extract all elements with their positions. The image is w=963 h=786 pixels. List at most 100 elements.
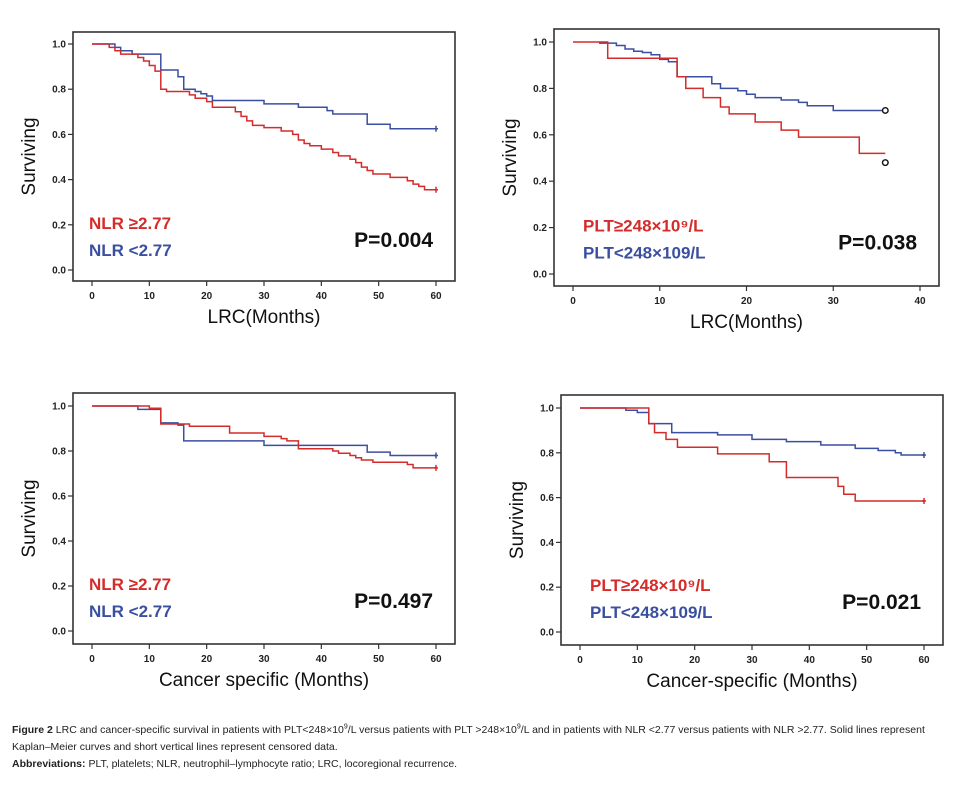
p-value-label: P=0.497 (354, 590, 433, 613)
km-chart-lrc-nlr: 0.0 0.2 0.4 0.6 0.8 1.0 0 10 20 30 40 50 60 LRC(Month… (19, 31, 456, 328)
y-tick-label: 0.2 (533, 223, 547, 234)
x-axis-title: Cancer-specific (Months) (646, 671, 857, 692)
y-tick-label: 0.2 (52, 220, 66, 231)
x-axis-title: LRC(Months) (690, 312, 803, 333)
km-panel-cs-nlr: 0.0 0.2 0.4 0.6 0.8 1.0 0 10 20 30 40 50 60 Cancer sp… (0, 0, 480, 705)
x-tick-label: 50 (373, 654, 385, 665)
y-tick-label: 0.0 (52, 627, 66, 638)
legend-entry: NLR ≥2.77 (89, 575, 171, 594)
y-tick-label: 0.6 (52, 130, 66, 141)
km-panel-lrc-nlr: 0.0 0.2 0.4 0.6 0.8 1.0 0 10 20 30 40 50 60 LRC(Month… (0, 0, 480, 345)
x-tick-label: 20 (741, 296, 753, 307)
y-tick-label: 0.0 (52, 266, 66, 277)
censor-circle (881, 106, 889, 114)
km-chart-cs-plt: 0.0 0.2 0.4 0.6 0.8 1.0 0 10 20 30 40 50 60 Cancer-sp… (507, 394, 944, 692)
y-tick-label: 0.8 (52, 85, 66, 96)
km-curve-blue (580, 407, 924, 456)
x-tick-label: 10 (144, 291, 156, 302)
x-tick-label: 10 (654, 296, 666, 307)
x-tick-label: 30 (828, 296, 840, 307)
caption-abbrev-label: Abbreviations: (12, 758, 86, 770)
x-tick-label: 0 (570, 296, 576, 307)
x-tick-label: 20 (689, 655, 701, 666)
y-tick-label: 0.8 (540, 448, 554, 459)
y-tick-label: 0.0 (540, 628, 554, 639)
km-curve-blue (92, 405, 436, 457)
p-value-label: P=0.021 (842, 591, 921, 614)
x-tick-label: 0 (89, 654, 95, 665)
x-tick-label: 60 (430, 654, 442, 665)
y-axis-title: Surviving (19, 479, 40, 557)
y-tick-label: 0.4 (540, 538, 554, 549)
y-axis-title: Surviving (19, 117, 40, 195)
y-tick-label: 0.0 (533, 270, 547, 281)
x-tick-label: 0 (89, 291, 95, 302)
y-tick-label: 0.4 (533, 177, 547, 188)
legend-entry: PLT<248×109/L (583, 244, 706, 263)
x-tick-label: 30 (258, 291, 270, 302)
y-tick-label: 0.8 (533, 84, 547, 95)
y-tick-label: 0.6 (52, 492, 66, 503)
caption-text-a: LRC and cancer-specific survival in pati… (55, 724, 344, 736)
x-tick-label: 60 (918, 655, 930, 666)
y-tick-label: 0.6 (540, 493, 554, 504)
y-axis-title: Surviving (507, 481, 528, 559)
km-curve-red (573, 41, 886, 155)
legend-entry: PLT<248×109/L (590, 603, 713, 622)
x-tick-label: 10 (144, 654, 156, 665)
legend-entry: PLT≥248×10⁹/L (590, 576, 711, 595)
censor-circle (881, 159, 889, 167)
p-value-label: P=0.038 (838, 232, 917, 255)
y-tick-label: 0.4 (52, 537, 66, 548)
legend-entry: PLT≥248×10⁹/L (583, 217, 704, 236)
x-tick-label: 20 (201, 654, 213, 665)
plot-frame (72, 31, 456, 282)
x-tick-label: 40 (316, 291, 328, 302)
km-curve-red (92, 43, 436, 191)
x-tick-label: 40 (914, 296, 926, 307)
legend-entry: NLR ≥2.77 (89, 214, 171, 233)
km-curve-red (92, 405, 436, 469)
x-tick-label: 0 (577, 655, 583, 666)
legend-entry: NLR <2.77 (89, 602, 172, 621)
km-chart-cs-nlr: 0.0 0.2 0.4 0.6 0.8 1.0 0 10 20 30 40 50 60 Cancer sp… (19, 392, 456, 691)
caption-abbrev-text: PLT, platelets; NLR, neutrophil–lymphocy… (88, 758, 458, 770)
y-tick-label: 1.0 (540, 404, 554, 415)
km-chart-lrc-plt: 0.0 0.2 0.4 0.6 0.8 1.0 0 10 20 30 40 LRC(Months) Su… (500, 28, 940, 333)
caption-figure-label: Figure 2 (12, 724, 53, 736)
y-tick-label: 0.4 (52, 175, 66, 186)
y-tick-label: 0.6 (533, 130, 547, 141)
caption-sup-1: 9 (343, 723, 348, 731)
x-tick-label: 50 (373, 291, 385, 302)
caption-text-b: /L versus patients with PLT >248×10 (347, 724, 517, 736)
x-tick-label: 30 (746, 655, 758, 666)
km-curve-blue (92, 43, 436, 130)
x-axis-title: Cancer specific (Months) (159, 670, 369, 691)
figure-caption: Figure 2 LRC and cancer-specific surviva… (12, 722, 957, 773)
km-curve-blue (599, 42, 886, 112)
x-tick-label: 30 (258, 654, 270, 665)
caption-text-c: /L and in patients with NLR <2.77 versus… (12, 724, 925, 753)
caption-sup-2: 9 (516, 723, 521, 731)
x-tick-label: 60 (430, 291, 442, 302)
x-tick-label: 40 (316, 654, 328, 665)
km-curve-red (580, 407, 924, 502)
plot-frame (553, 28, 940, 287)
x-tick-label: 40 (804, 655, 816, 666)
x-axis-title: LRC(Months) (208, 307, 321, 328)
p-value-label: P=0.004 (354, 229, 433, 252)
caption-main: Figure 2 LRC and cancer-specific surviva… (12, 722, 957, 756)
y-axis-title: Surviving (500, 118, 521, 196)
y-tick-label: 1.0 (52, 402, 66, 413)
y-tick-label: 1.0 (533, 38, 547, 49)
x-tick-label: 50 (861, 655, 873, 666)
km-panel-cs-plt: 0.0 0.2 0.4 0.6 0.8 1.0 0 10 20 30 40 50 60 Cancer-sp… (507, 394, 944, 692)
x-tick-label: 20 (201, 291, 213, 302)
y-tick-label: 0.2 (52, 582, 66, 593)
y-tick-label: 0.2 (540, 583, 554, 594)
y-tick-label: 0.8 (52, 447, 66, 458)
km-panel-lrc-plt: 0.0 0.2 0.4 0.6 0.8 1.0 0 10 20 30 40 LRC(Months) Su… (0, 0, 963, 345)
y-tick-label: 1.0 (52, 40, 66, 51)
x-tick-label: 10 (632, 655, 644, 666)
caption-abbreviations: Abbreviations: PLT, platelets; NLR, neut… (12, 756, 957, 773)
